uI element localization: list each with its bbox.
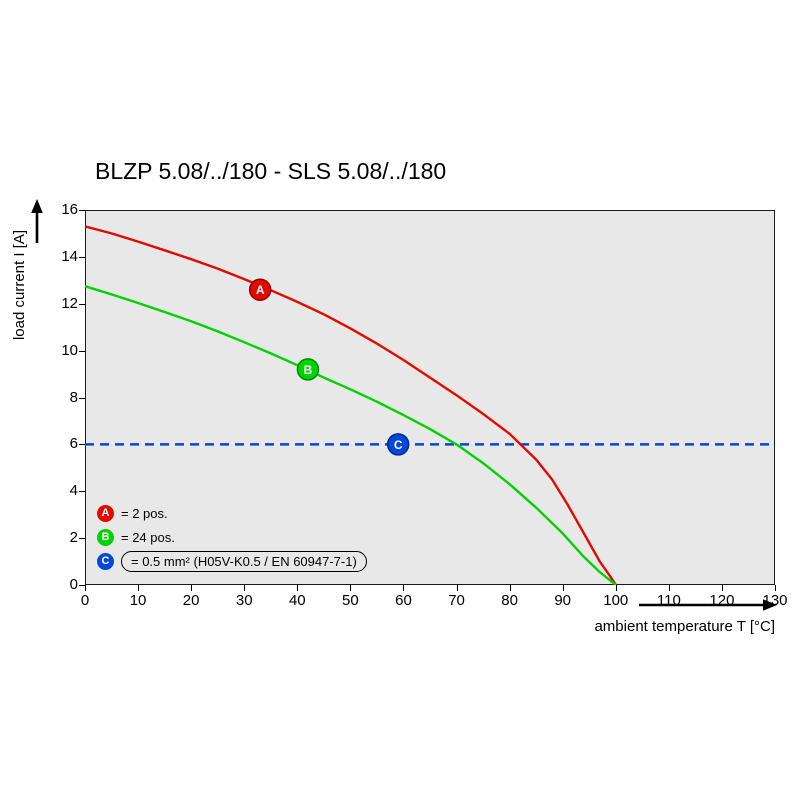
legend-marker-c-icon: C [97, 552, 114, 570]
y-tickmark-16 [79, 210, 85, 211]
x-tick-label-30: 30 [235, 592, 253, 609]
x-tick-label-0: 0 [80, 592, 90, 609]
x-tickmark-30 [244, 585, 246, 591]
x-tick-label-10: 10 [129, 592, 147, 609]
legend-row-c: C = 0.5 mm² (H05V-K0.5 / EN 60947-7-1) [97, 549, 367, 573]
x-tick-label-70: 70 [448, 592, 465, 609]
curve-a [85, 225, 617, 585]
y-tick-label-12: 12 [61, 294, 78, 312]
y-tickmark-12 [79, 303, 85, 305]
marker-letter-b: B [304, 363, 313, 377]
y-tickmark-0 [79, 585, 85, 586]
marker-c-icon [386, 433, 410, 456]
y-axis-label: load current I [A] [11, 229, 28, 341]
x-tickmark-70 [456, 585, 458, 591]
x-tickmark-40 [297, 585, 299, 591]
x-tickmark-0 [85, 585, 86, 591]
x-tickmark-100 [615, 585, 617, 591]
marker-b-icon [296, 358, 320, 381]
x-tickmark-120 [721, 585, 723, 591]
x-tick-label-90: 90 [554, 592, 572, 609]
legend-label-c: = 0.5 mm² (H05V-K0.5 / EN 60947-7-1) [121, 550, 367, 572]
y-tickmark-14 [79, 256, 85, 258]
x-tickmark-110 [668, 585, 670, 591]
legend-row-a: A = 2 pos. [97, 501, 367, 525]
y-tick-label-2: 2 [69, 529, 78, 547]
y-tick-label-16: 16 [61, 201, 78, 218]
y-tickmark-8 [79, 397, 85, 399]
y-tick-label-4: 4 [69, 482, 78, 500]
x-tickmark-90 [562, 585, 564, 591]
y-tickmark-2 [79, 538, 85, 540]
x-tick-label-60: 60 [395, 592, 412, 609]
x-tickmark-80 [509, 585, 511, 591]
legend: A = 2 pos. B = 24 pos. C = 0.5 mm² (H05V… [97, 501, 367, 573]
legend-label-a: = 2 pos. [121, 505, 168, 521]
y-tickmark-10 [79, 350, 85, 352]
page-title: BLZP 5.08/../180 - SLS 5.08/../180 [95, 158, 447, 184]
x-tick-label-50: 50 [342, 592, 359, 609]
x-axis-arrow-icon [639, 599, 777, 611]
x-tick-label-100: 100 [603, 592, 629, 609]
x-tickmark-50 [350, 585, 352, 591]
y-tick-label-14: 14 [61, 247, 78, 265]
plot-background [85, 210, 775, 585]
y-tickmark-6 [79, 444, 85, 446]
x-tick-label-20: 20 [182, 592, 200, 609]
legend-marker-a-icon: A [97, 504, 114, 522]
curve-b [85, 285, 617, 585]
marker-a-icon [248, 278, 272, 301]
y-tick-label-8: 8 [69, 388, 78, 406]
y-tick-label-0: 0 [69, 576, 78, 593]
x-tick-label-80: 80 [501, 592, 518, 609]
x-tickmark-10 [138, 585, 140, 591]
y-axis-arrow-icon [31, 199, 43, 243]
y-tick-label-10: 10 [61, 341, 78, 359]
legend-label-b: = 24 pos. [121, 529, 175, 545]
marker-letter-a: A [256, 283, 265, 297]
legend-row-b: B = 24 pos. [97, 525, 367, 549]
y-tickmark-4 [79, 491, 85, 493]
x-tick-label-40: 40 [288, 592, 306, 609]
marker-letter-c: C [394, 438, 403, 452]
x-tickmark-130 [775, 585, 776, 591]
y-tick-label-6: 6 [69, 435, 78, 453]
x-axis-label: ambient temperature T [°C] [594, 618, 775, 635]
x-tickmark-20 [191, 585, 193, 591]
plot-area: ABC [85, 210, 775, 585]
x-tickmark-60 [403, 585, 405, 591]
legend-marker-b-icon: B [97, 528, 114, 546]
